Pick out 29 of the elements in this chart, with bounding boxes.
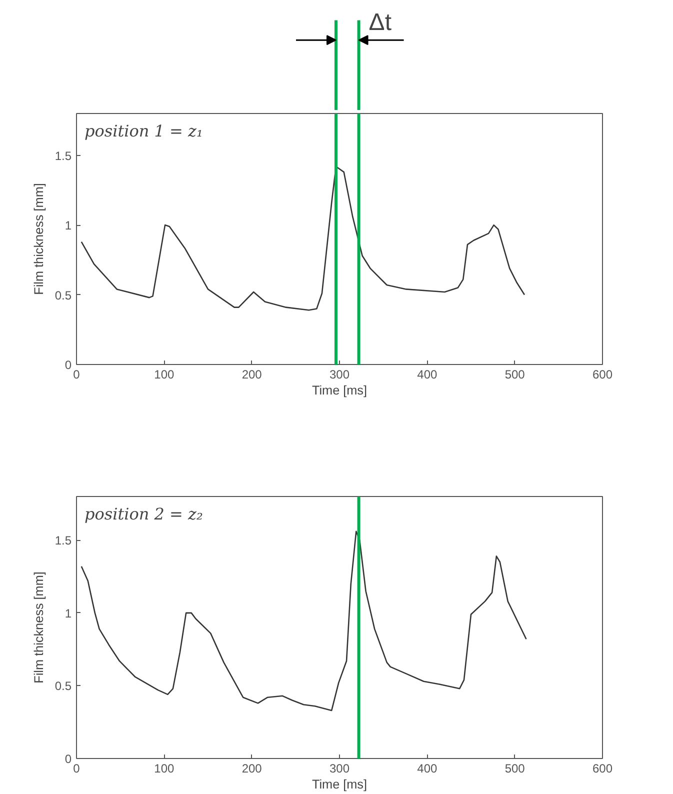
y-tick-label: 1.5 — [54, 148, 72, 163]
x-axis-title: Time [ms] — [312, 778, 368, 792]
x-tick-label: 400 — [417, 762, 438, 776]
y-tick-label: 0 — [64, 358, 72, 372]
y-axis-title: Film thickness [mm] — [32, 572, 46, 684]
x-axis-title: Time [ms] — [312, 384, 368, 398]
x-tick-label: 100 — [154, 762, 175, 776]
x-tick-label: 0 — [73, 762, 80, 776]
y-tick-label: 1 — [64, 606, 72, 620]
annotation: position 2 = z₂ — [84, 504, 203, 524]
annotation: position 1 = z₁ — [84, 122, 203, 140]
text: Δt — [368, 9, 392, 36]
x-tick-label: 200 — [242, 762, 262, 776]
x-tick-label: 0 — [73, 368, 80, 382]
y-tick-label: 1.5 — [54, 534, 72, 548]
x-tick-label: 500 — [504, 368, 526, 382]
x-tick-label: 500 — [504, 762, 526, 776]
y-tick-label: 0.5 — [54, 679, 72, 694]
x-tick-label: 600 — [592, 762, 613, 776]
x-tick-label: 300 — [329, 368, 350, 382]
x-tick-label: 600 — [592, 368, 613, 382]
y-tick-label: 0 — [64, 752, 72, 766]
x-tick-label: 200 — [242, 368, 262, 382]
y-tick-label: 1 — [64, 218, 72, 233]
y-axis-title: Film thickness [mm] — [32, 183, 46, 295]
x-tick-label: 400 — [417, 368, 438, 382]
x-tick-label: 100 — [154, 368, 175, 382]
x-tick-label: 300 — [329, 762, 350, 776]
y-tick-label: 0.5 — [54, 288, 72, 302]
